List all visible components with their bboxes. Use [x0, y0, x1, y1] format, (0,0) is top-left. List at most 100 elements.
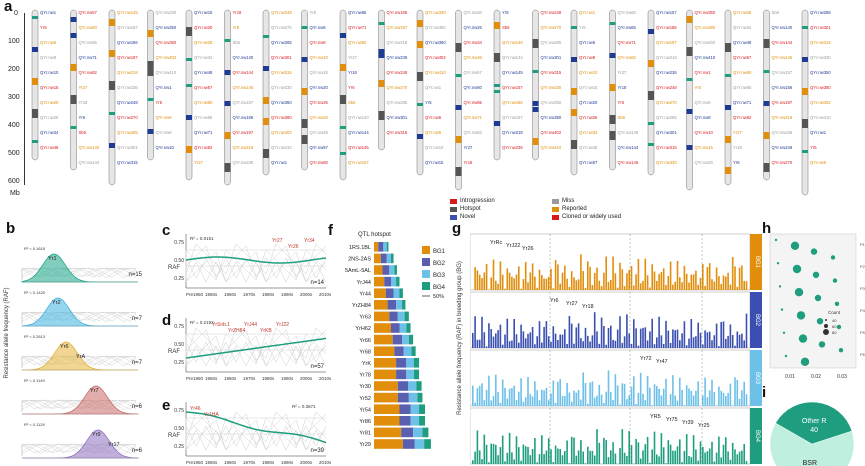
bar [495, 374, 497, 406]
group-label: BG3 [754, 372, 760, 385]
bar [646, 340, 649, 348]
bar [630, 343, 633, 348]
bar [513, 459, 515, 464]
bar [736, 286, 739, 290]
x-tick: 1980s [262, 376, 275, 381]
r2-label: R² = 0.1420 [24, 290, 46, 295]
row-label: P1 [860, 242, 865, 247]
bar [591, 381, 594, 406]
bar [587, 446, 589, 464]
chromosome-band [186, 146, 192, 153]
chromosome-band [532, 70, 539, 73]
chromosome-band [224, 70, 231, 75]
qtl-label: QYr.nw1 [271, 160, 288, 165]
bar [741, 390, 743, 406]
bar [713, 392, 716, 406]
legend-label: Miss [562, 198, 575, 204]
background-trend [185, 333, 326, 357]
bar [681, 389, 683, 406]
bar [545, 321, 548, 348]
qtl-label: QYr.nw48 [310, 130, 329, 135]
x-tick: 2010s [319, 460, 332, 465]
qtl-label: Yr6 [733, 160, 740, 165]
gene-label: Yr26 [522, 246, 534, 252]
bar [665, 463, 667, 464]
y-axis-line [24, 13, 25, 185]
bar [704, 285, 706, 290]
bar-segment [399, 323, 407, 333]
bar [501, 344, 504, 348]
bar [697, 322, 699, 348]
chromosome-band [571, 26, 577, 29]
background-curve [21, 399, 137, 412]
chromosome-band [686, 16, 693, 23]
bar [584, 287, 587, 290]
bar [587, 261, 589, 290]
x-tick: 1950s [205, 292, 218, 297]
bar-segment [386, 253, 391, 264]
qtl-label: QYr.nw48 [194, 70, 213, 75]
bar [492, 396, 495, 406]
bar [702, 263, 704, 290]
bar [621, 342, 624, 348]
bar [644, 444, 647, 464]
chromosome-band [340, 152, 346, 155]
bar [708, 448, 711, 464]
chromosome-band [70, 64, 77, 71]
bar-segment [419, 416, 425, 426]
bar [621, 269, 624, 290]
bar [483, 272, 486, 290]
bar [589, 341, 591, 348]
qtl-label: Yr6 [348, 85, 355, 90]
bar [637, 392, 640, 406]
qtl-label: QYr.nw285 [387, 100, 408, 105]
chromosome [763, 9, 770, 181]
qtl-label: QYr.nw330 [425, 10, 446, 15]
qtl-label: QYr.nw145 [618, 160, 639, 165]
background-trend [185, 341, 327, 363]
ylabel: RAF [168, 349, 180, 355]
bar [642, 393, 644, 406]
qtl-label: QYr.nw285 [117, 130, 138, 135]
bar [520, 378, 522, 406]
qtl-label: QYr.nw71 [194, 130, 213, 135]
bar-segment [408, 381, 417, 391]
qtl-label: QYr.nw145 [117, 10, 138, 15]
qtl-label: QYr.nw15 [579, 85, 598, 90]
qtl-label: QYr.nw186 [387, 10, 408, 15]
qtl-label: QYr.nw248 [541, 10, 562, 15]
bar [674, 395, 676, 406]
group-strip [750, 234, 762, 290]
chromosome [262, 9, 270, 176]
qtl-label: QYr.nw144 [618, 145, 639, 150]
bar-segment [389, 265, 395, 275]
y-tick: 0.50 [174, 426, 184, 432]
bar-segment [402, 334, 409, 345]
chromosome-band [648, 122, 654, 125]
bar [490, 329, 492, 348]
category-label: 1RS.1BL [349, 245, 371, 251]
qtl-label: QYr.nw236 [502, 145, 523, 150]
qtl-label: QYr.nw197 [656, 40, 677, 45]
bar [653, 271, 656, 290]
background-trend [185, 329, 327, 361]
legend-label: BG2 [433, 261, 446, 267]
bar [674, 281, 676, 290]
bar [536, 390, 538, 406]
bar [681, 462, 683, 464]
bar [676, 400, 679, 406]
qtl-label: QYr.nw197 [387, 25, 408, 30]
qtl-label: QYr.nw350 [541, 100, 562, 105]
legend-label: Novel [460, 214, 476, 220]
bar [559, 283, 561, 290]
bar [589, 450, 591, 464]
qtl-label: Sb6 [348, 100, 356, 105]
bar [743, 444, 745, 464]
chromosome [416, 9, 424, 176]
legend-label: Introgression [460, 198, 495, 204]
bar-segment [408, 392, 418, 403]
qtl-label: QYr.nw270 [271, 25, 292, 30]
gene-label: Yr27 [566, 301, 578, 307]
legend-label: 40 [832, 318, 837, 323]
chromosome-band [109, 81, 115, 90]
